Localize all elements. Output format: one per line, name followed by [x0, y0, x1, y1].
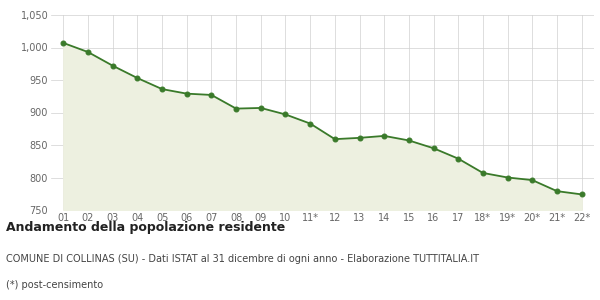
- Text: (*) post-censimento: (*) post-censimento: [6, 280, 103, 290]
- Text: Andamento della popolazione residente: Andamento della popolazione residente: [6, 220, 285, 233]
- Text: COMUNE DI COLLINAS (SU) - Dati ISTAT al 31 dicembre di ogni anno - Elaborazione : COMUNE DI COLLINAS (SU) - Dati ISTAT al …: [6, 254, 479, 263]
